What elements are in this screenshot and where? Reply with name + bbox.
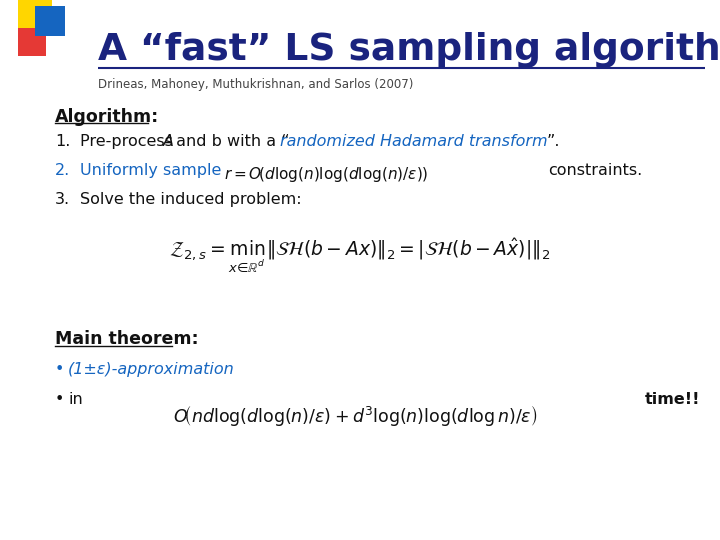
Bar bbox=[18, 28, 46, 56]
Text: Drineas, Mahoney, Muthukrishnan, and Sarlos (2007): Drineas, Mahoney, Muthukrishnan, and Sar… bbox=[98, 78, 413, 91]
Text: time!!: time!! bbox=[645, 392, 701, 407]
Text: 1.: 1. bbox=[55, 134, 71, 149]
Text: A “fast” LS sampling algorithm: A “fast” LS sampling algorithm bbox=[98, 32, 720, 68]
Text: •: • bbox=[55, 392, 64, 407]
Text: $r = O\!\left(d\log(n)\log(d\log(n)/\epsilon)\right)$: $r = O\!\left(d\log(n)\log(d\log(n)/\eps… bbox=[224, 165, 428, 184]
Bar bbox=[35, 6, 65, 36]
Text: $O\!\left(nd\log(d\log(n)/\epsilon) + d^3\log(n)\log(d\log n)/\epsilon\right)$: $O\!\left(nd\log(d\log(n)/\epsilon) + d^… bbox=[173, 402, 537, 428]
Text: A: A bbox=[163, 134, 174, 149]
Text: and b with a “: and b with a “ bbox=[171, 134, 289, 149]
Text: Uniformly sample: Uniformly sample bbox=[80, 163, 221, 178]
Text: Pre-process: Pre-process bbox=[80, 134, 178, 149]
Text: •: • bbox=[55, 362, 64, 377]
Text: ”.: ”. bbox=[547, 134, 560, 149]
Text: Solve the induced problem:: Solve the induced problem: bbox=[80, 192, 302, 207]
Text: Main theorem:: Main theorem: bbox=[55, 330, 199, 348]
Text: $\mathcal{Z}_{2,s} = \min_{x \in \mathbb{R}^d}\|\mathcal{S}\mathcal{H}(b - Ax)\|: $\mathcal{Z}_{2,s} = \min_{x \in \mathbb… bbox=[169, 237, 551, 274]
Text: 3.: 3. bbox=[55, 192, 70, 207]
Text: Algorithm:: Algorithm: bbox=[55, 108, 159, 126]
Text: 2.: 2. bbox=[55, 163, 71, 178]
Text: (1±ε)-approximation: (1±ε)-approximation bbox=[68, 362, 235, 377]
Text: in: in bbox=[68, 392, 83, 407]
Text: constraints.: constraints. bbox=[548, 163, 642, 178]
Text: randomized Hadamard transform: randomized Hadamard transform bbox=[280, 134, 548, 149]
Bar bbox=[18, 0, 52, 28]
